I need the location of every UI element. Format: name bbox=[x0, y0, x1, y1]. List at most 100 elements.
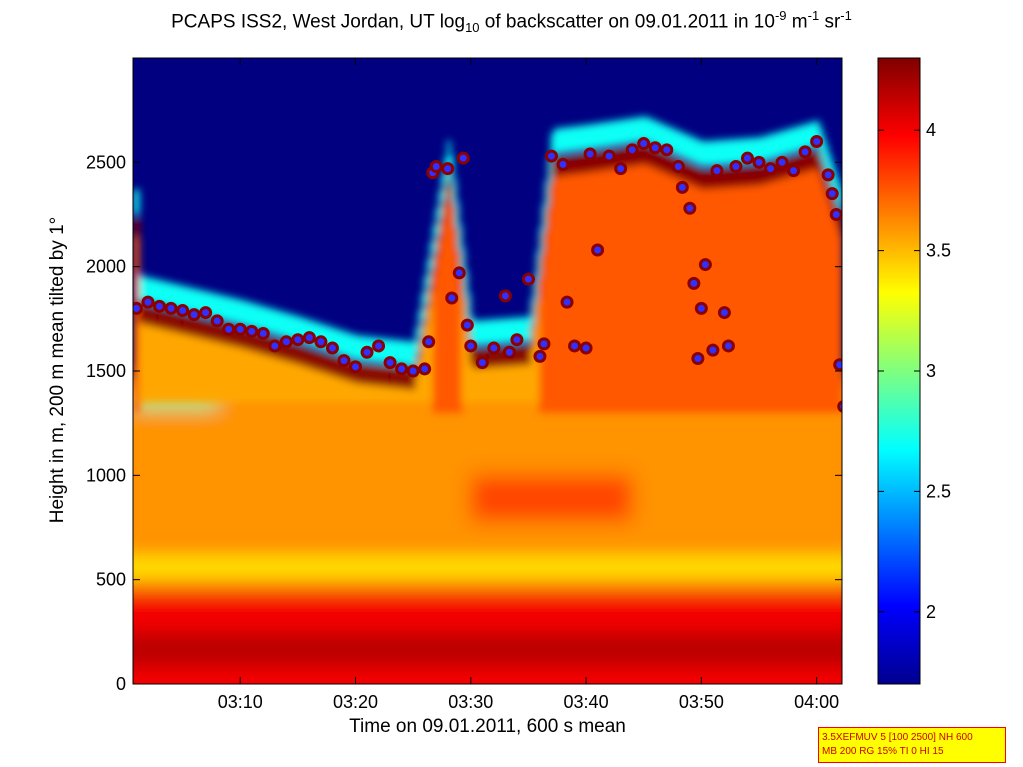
cloud-top-fringe bbox=[651, 119, 656, 145]
cloud-top-band bbox=[190, 317, 195, 337]
cloud-top-band bbox=[533, 303, 538, 323]
cloud-top-fringe bbox=[412, 341, 417, 367]
cloud-top-fringe bbox=[170, 283, 174, 309]
cloud-top-fringe bbox=[550, 133, 555, 159]
ceiling-point bbox=[302, 331, 316, 345]
ceiling-point bbox=[833, 358, 842, 372]
cloud-top-fringe bbox=[207, 292, 212, 318]
cloud-top-fringe bbox=[156, 279, 160, 305]
cloud-top-fringe bbox=[545, 180, 549, 206]
cloud-column bbox=[669, 156, 673, 413]
cloud-column bbox=[475, 349, 480, 403]
cloud-top-fringe bbox=[147, 277, 151, 303]
cloud-top-fringe bbox=[406, 341, 411, 367]
ceiling-point bbox=[841, 215, 842, 222]
cloud-column bbox=[741, 167, 745, 413]
cloud-top-fringe bbox=[357, 335, 362, 361]
cloud-column bbox=[326, 355, 330, 403]
cloud-column bbox=[769, 163, 774, 413]
cloud-top-band bbox=[450, 184, 454, 204]
cloud-top-band bbox=[164, 311, 169, 330]
cloud-top-band bbox=[527, 346, 532, 365]
cloud-column bbox=[597, 152, 601, 413]
cloud-top-fringe bbox=[648, 118, 653, 144]
cloud-top-band bbox=[311, 350, 316, 370]
cloud-column bbox=[761, 165, 765, 413]
cloud-column bbox=[594, 152, 598, 413]
cloud-top-fringe bbox=[150, 278, 154, 304]
cloud-top-fringe bbox=[524, 316, 529, 343]
cloud-column bbox=[216, 323, 221, 403]
cloud-column bbox=[239, 329, 244, 403]
cloud-top-band bbox=[622, 148, 627, 168]
cloud-top-band bbox=[441, 203, 445, 223]
ceiling-point bbox=[579, 341, 593, 355]
cloud-top-fringe bbox=[660, 123, 664, 149]
cloud-top-fringe bbox=[663, 124, 667, 150]
cloud-column bbox=[331, 357, 336, 403]
cloud-top-band bbox=[646, 146, 650, 166]
surface-max-band bbox=[133, 631, 842, 668]
cloud-top-fringe bbox=[415, 328, 419, 354]
ceiling-point bbox=[675, 180, 689, 194]
cloud-top-fringe bbox=[821, 136, 826, 162]
cloud-top-band bbox=[594, 152, 598, 172]
cloud-top-band bbox=[337, 358, 342, 378]
cloud-column bbox=[683, 162, 687, 413]
cloud-column bbox=[210, 322, 215, 403]
cloud-column bbox=[729, 168, 734, 413]
ceiling-point bbox=[383, 356, 397, 370]
colorbar-gradient bbox=[877, 57, 921, 685]
cloud-top-band bbox=[156, 308, 160, 328]
cloud-top-band bbox=[254, 333, 258, 353]
ceiling-point bbox=[245, 324, 259, 338]
cloud-top-fringe bbox=[510, 318, 515, 344]
cloud-top-band bbox=[614, 149, 618, 169]
cloud-top-fringe bbox=[723, 139, 728, 165]
cloud-column bbox=[524, 346, 529, 403]
cloud-top-band bbox=[222, 324, 226, 344]
cloud-top-fringe bbox=[810, 122, 814, 148]
cloud-column bbox=[836, 208, 840, 413]
cloud-top-band bbox=[340, 359, 344, 379]
cloud-top-band bbox=[199, 319, 203, 339]
cloud-column bbox=[631, 147, 636, 413]
cloud-top-fringe bbox=[643, 116, 647, 142]
cloud-column bbox=[582, 154, 587, 413]
cloud-top-band bbox=[153, 308, 157, 328]
cloud-top-fringe bbox=[588, 124, 592, 150]
cloud-column bbox=[205, 320, 209, 403]
cloud-top-band bbox=[412, 370, 417, 390]
ceiling-markers bbox=[133, 134, 842, 413]
cloud-column bbox=[147, 306, 151, 403]
cloud-column bbox=[821, 165, 826, 413]
ceiling-point bbox=[422, 335, 436, 349]
cloud-top-fringe bbox=[674, 129, 679, 155]
cloud-column bbox=[530, 327, 535, 403]
cloud-top-band bbox=[545, 209, 549, 229]
cloud-top-band bbox=[576, 155, 581, 174]
cloud-top-band bbox=[640, 146, 644, 165]
cloud-top-fringe bbox=[216, 294, 221, 320]
cloud-top-fringe bbox=[432, 225, 437, 251]
cloud-top-band bbox=[732, 168, 736, 188]
cloud-column bbox=[559, 157, 564, 413]
cloud-top-fringe bbox=[628, 118, 633, 144]
ceiling-point bbox=[764, 162, 778, 176]
cloud-top-band bbox=[602, 151, 607, 171]
cloud-top-band bbox=[643, 145, 647, 165]
cloud-top-band bbox=[294, 344, 298, 364]
cloud-top-band bbox=[597, 152, 601, 172]
cloud-top-band bbox=[798, 154, 803, 174]
cloud-top-fringe bbox=[418, 311, 422, 337]
cloud-top-band bbox=[726, 168, 731, 188]
cloud-column bbox=[648, 147, 653, 413]
ceiling-point bbox=[537, 337, 551, 351]
cloud-top-fringe bbox=[666, 126, 670, 152]
cloud-top-fringe bbox=[354, 335, 359, 361]
cloud-top-band bbox=[161, 310, 166, 330]
cloud-column bbox=[680, 161, 685, 413]
cloud-column bbox=[813, 150, 817, 413]
cloud-column bbox=[144, 306, 149, 403]
cloud-top-fringe bbox=[173, 283, 177, 309]
